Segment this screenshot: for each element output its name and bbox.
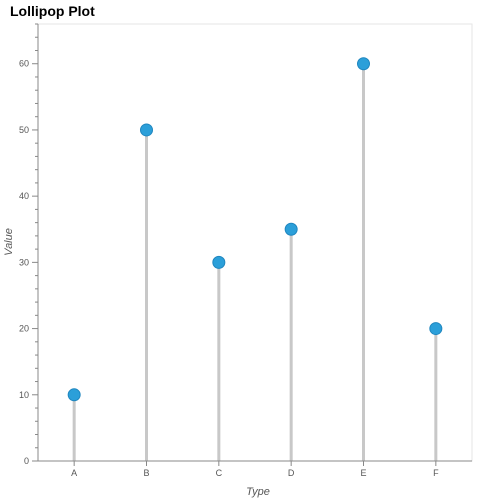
lollipop-marker [212, 255, 226, 269]
lollipop-marker [67, 388, 81, 402]
x-tick-label: A [71, 468, 77, 478]
x-tick-label: F [433, 468, 439, 478]
chart-title: Lollipop Plot [10, 3, 95, 19]
lollipop-marker [357, 57, 370, 71]
y-tick-label: 50 [19, 125, 29, 135]
x-tick-label: C [216, 468, 223, 478]
stem-group [72, 63, 438, 461]
lollipop-marker [140, 123, 153, 137]
x-tick-group: A B C D E F [71, 461, 439, 478]
y-tick-label: 20 [19, 324, 29, 334]
y-tick-label: 30 [19, 257, 29, 267]
lollipop-marker [284, 222, 298, 236]
x-tick-label: E [360, 468, 366, 478]
x-tick-label: B [143, 468, 149, 478]
y-axis-title: Value [3, 228, 15, 256]
lollipop-marker [429, 322, 443, 336]
y-tick-label: 10 [19, 390, 29, 400]
plot-frame [37, 23, 473, 462]
y-tick-label: 40 [19, 191, 29, 201]
x-tick-label: D [288, 468, 295, 478]
marker-group [67, 57, 443, 402]
y-tick-group: 0 10 20 30 40 50 60 [19, 23, 38, 466]
y-tick-label: 60 [19, 59, 29, 69]
y-tick-label: 0 [24, 456, 29, 466]
x-axis-title: Type [246, 486, 270, 498]
